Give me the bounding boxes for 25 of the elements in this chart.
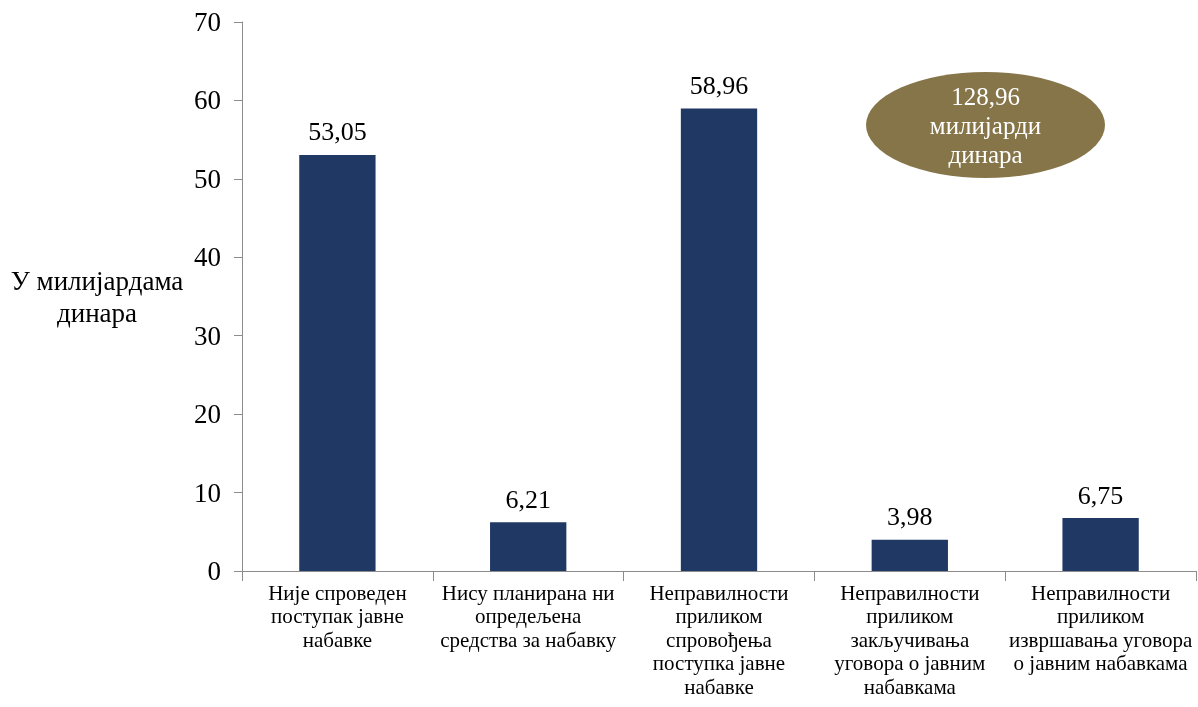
y-axis-title: У милијардама динара (10, 265, 184, 328)
y-tick-label: 40 (194, 242, 221, 273)
x-tick-label: Неправилности приликом закључивања уговора о јавним набавкама (834, 580, 986, 699)
bar (871, 539, 948, 571)
y-tick-label: 10 (194, 477, 221, 508)
x-tick-label: Неправилности приликом извршавања уговора о јавним набавкама (1008, 580, 1193, 676)
y-tick-label: 70 (194, 7, 221, 37)
bar (299, 154, 376, 571)
data-label: 53,05 (308, 117, 367, 147)
y-tick-label: 30 (194, 320, 221, 351)
x-tick-label: Неправилности приликом спровођења поступка јавне набавке (649, 580, 789, 699)
x-tick-label: Нису планирана ни опредељена средства за набавку (440, 580, 617, 652)
data-label: 6,75 (1077, 480, 1124, 510)
bar (680, 108, 758, 571)
data-label: 58,96 (689, 71, 749, 101)
annotation: 128,96 милијарди динара (928, 81, 1043, 169)
data-label: 6,21 (505, 484, 551, 514)
data-label: 3,98 (887, 502, 933, 532)
bar (1062, 518, 1139, 571)
y-tick-label: 20 (194, 399, 221, 430)
y-tick-label: 0 (207, 556, 221, 586)
bar (490, 522, 567, 571)
x-tick-label: Није спроведен поступак јавне набавке (268, 580, 407, 652)
y-tick-label: 60 (194, 85, 221, 116)
y-tick-label: 50 (194, 163, 221, 194)
